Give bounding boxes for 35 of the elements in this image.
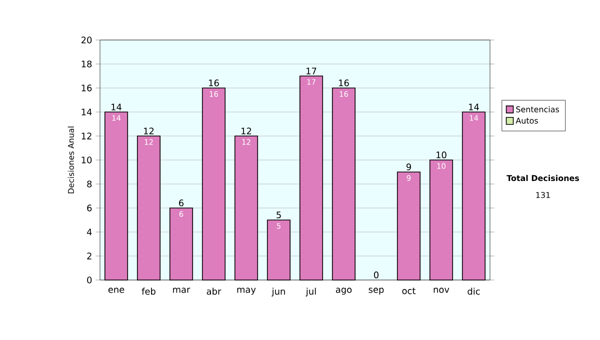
x-tick-label: ene [108,288,124,293]
total-label: 14 [469,104,479,110]
y-tick-label: 2 [87,252,92,260]
total-label: 0 [374,272,379,278]
x-tick-label: abr [206,288,222,295]
total-label: 16 [209,80,219,86]
total-label: 9 [406,164,411,170]
x-tick-label: may [237,288,256,295]
y-tick-label: 18 [82,60,92,68]
total-label: 17 [306,68,316,74]
x-tick-label: feb [142,288,156,295]
y-tick-label: 10 [82,156,92,164]
y-tick-label: 6 [87,204,92,212]
x-tick-label: jun [272,288,285,296]
y-tick-label: 8 [87,180,92,188]
x-tick-label: sep [368,288,384,295]
x-tick-label: oct [402,288,416,294]
x-tick-label: mar [173,288,190,293]
y-tick-label: 16 [82,84,92,92]
x-tick-label: ago [336,288,352,295]
y-tick-label: 12 [82,132,92,140]
x-tick-label: nov [434,288,450,293]
total-label: 14 [112,104,122,110]
y-tick-label: 14 [82,108,92,116]
total-label: 5 [276,212,281,218]
y-tick-label: 20 [81,36,92,44]
total-label: 6 [179,200,184,206]
x-tick-label: dic [468,288,480,295]
total-label: 12 [144,128,154,134]
y-tick-label: 0 [87,276,92,284]
total-label: 16 [339,80,349,86]
y-tick-label: 4 [86,228,92,236]
total-label: 12 [242,128,252,134]
total-label: 10 [436,152,446,158]
x-tick-label: jul [306,288,316,296]
